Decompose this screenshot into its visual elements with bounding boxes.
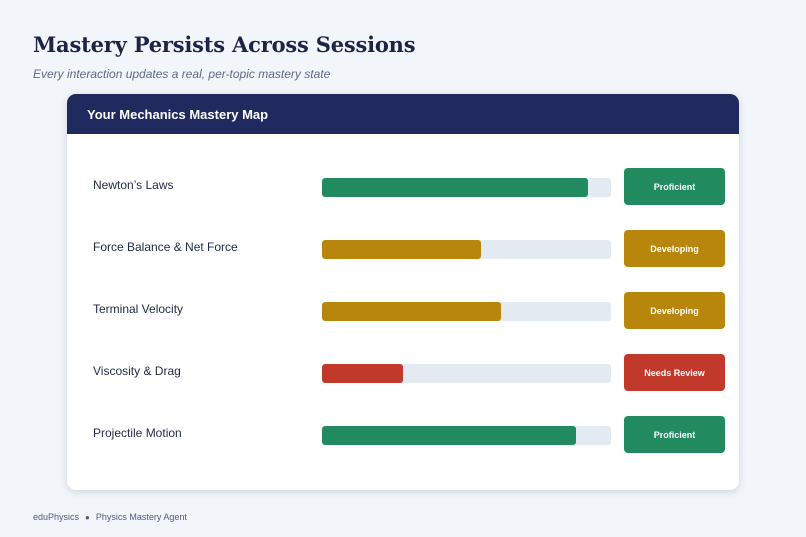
topic-row: Projectile Motion Proficient (67, 416, 739, 454)
topic-name: Force Balance & Net Force (93, 240, 238, 254)
mastery-bar-track (322, 364, 611, 383)
topic-row: Newton’s Laws Proficient (67, 168, 739, 206)
topic-row: Viscosity & Drag Needs Review (67, 354, 739, 392)
status-badge: Developing (624, 292, 725, 329)
card-title: Your Mechanics Mastery Map (87, 107, 269, 122)
status-badge: Proficient (624, 416, 725, 453)
card-header: Your Mechanics Mastery Map (67, 94, 739, 134)
mastery-bar-track (322, 178, 611, 197)
topic-name: Projectile Motion (93, 426, 182, 440)
topic-row: Terminal Velocity Developing (67, 292, 739, 330)
topic-row: Force Balance & Net Force Developing (67, 230, 739, 268)
mastery-bar-fill (322, 364, 403, 383)
mastery-bar-track (322, 302, 611, 321)
topic-name: Viscosity & Drag (93, 364, 181, 378)
topic-name: Terminal Velocity (93, 302, 184, 316)
mastery-bar-fill (322, 426, 577, 445)
mastery-bar-fill (322, 302, 502, 321)
status-badge: Needs Review (624, 354, 725, 391)
topic-name: Newton’s Laws (93, 178, 174, 192)
page-subtitle: Every interaction updates a real, per-to… (33, 67, 331, 81)
mastery-bar-track (322, 426, 611, 445)
mastery-bar-fill (322, 178, 588, 197)
status-badge: Developing (624, 230, 725, 267)
mastery-bar-fill (322, 240, 481, 259)
footer-brand: eduPhysics (33, 512, 80, 522)
page-title: Mastery Persists Across Sessions (33, 32, 416, 57)
mastery-map-card: Your Mechanics Mastery Map Newton’s Laws… (67, 94, 739, 490)
footer-separator: ● (85, 513, 90, 522)
status-badge: Proficient (624, 168, 725, 205)
mastery-bar-track (322, 240, 611, 259)
footer: eduPhysics ● Physics Mastery Agent (33, 512, 187, 522)
footer-product: Physics Mastery Agent (95, 512, 187, 522)
